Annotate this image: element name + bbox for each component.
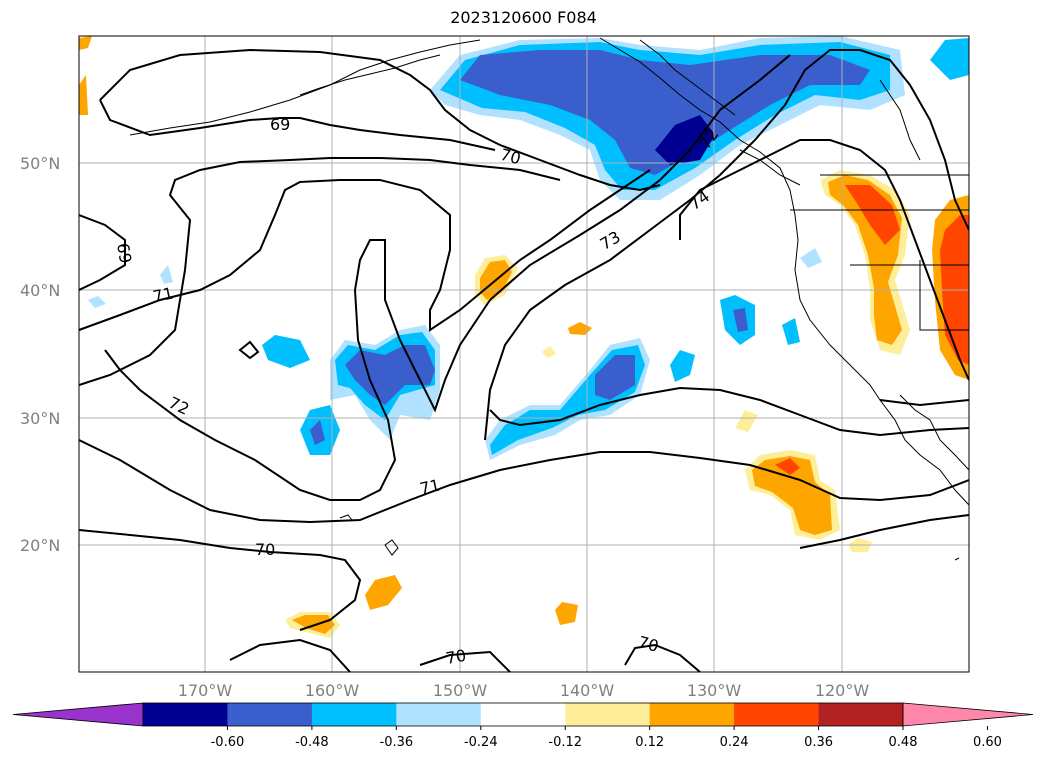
contour-label: 69 xyxy=(113,241,135,264)
colorbar-segment xyxy=(565,703,651,726)
colorbar-tick-label: 0.48 xyxy=(889,735,918,750)
colorbar-segment xyxy=(143,703,228,726)
contour-label: 71 xyxy=(418,476,442,499)
lon-label: 160°W xyxy=(305,681,360,700)
contours xyxy=(79,48,969,672)
colorbar-extend-max xyxy=(902,702,1034,727)
lon-label: 170°W xyxy=(178,681,233,700)
colorbar-segment xyxy=(311,703,397,726)
neg-region-dark-core xyxy=(655,115,715,165)
contour-71 xyxy=(79,169,651,332)
graticule xyxy=(79,36,969,672)
contour-72 xyxy=(104,54,791,501)
contour-label: 71 xyxy=(151,283,175,306)
lat-label: 20°N xyxy=(20,536,60,555)
map-title: 2023120600 F084 xyxy=(450,8,597,27)
colorbar-outline xyxy=(142,702,904,727)
colorbar-tick-label: -0.24 xyxy=(464,735,498,750)
colorbar: -0.60 -0.48 -0.36 -0.24 -0.12 0.12 0.24 0.36 0.4… xyxy=(12,702,1034,750)
contour-74 xyxy=(679,139,969,381)
contour-70 xyxy=(79,157,561,386)
contour-label: 70 xyxy=(444,646,467,668)
colorbar-tick-label: 0.36 xyxy=(804,735,833,750)
neg-region-gulf-alaska-strong xyxy=(460,50,870,175)
contour-73 xyxy=(484,49,969,441)
lat-label: 40°N xyxy=(20,281,60,300)
lon-label: 130°W xyxy=(687,681,742,700)
contour-70-south xyxy=(79,529,362,631)
colorbar-segment xyxy=(480,703,566,726)
lat-label: 50°N xyxy=(20,154,60,173)
lat-label: 30°N xyxy=(20,409,60,428)
contour-label: 70 xyxy=(636,632,661,656)
colorbar-tick-label: 0.24 xyxy=(720,735,749,750)
map-border xyxy=(78,35,970,673)
map-background xyxy=(79,36,969,672)
colorbar-tick-label: -0.12 xyxy=(548,735,582,750)
colorbar-tick-label: 0.12 xyxy=(635,735,664,750)
colorbar-segment xyxy=(227,703,313,726)
contour-69-north xyxy=(99,48,661,192)
latitude-labels: 50°N 40°N 30°N 20°N xyxy=(20,154,60,555)
lon-label: 150°W xyxy=(433,681,488,700)
colorbar-segment xyxy=(818,703,904,726)
colorbar-tick-label: -0.36 xyxy=(380,735,414,750)
colorbar-segment xyxy=(396,703,482,726)
lon-label: 140°W xyxy=(560,681,615,700)
colorbar-tick-label: 0.60 xyxy=(973,735,1002,750)
colorbar-extend-min xyxy=(12,702,144,727)
contour-label: 69 xyxy=(270,115,290,134)
longitude-labels: 170°W 160°W 150°W 140°W 130°W 120°W xyxy=(178,681,870,700)
colorbar-tick-label: -0.48 xyxy=(295,735,329,750)
contour-label: 70 xyxy=(255,540,275,559)
map-content: 69 69 70 70 70 70 71 71 72 72 73 74 xyxy=(79,36,969,672)
contour-label: 70 xyxy=(498,145,523,169)
lon-label: 120°W xyxy=(815,681,870,700)
contour-71-south xyxy=(79,439,969,524)
colorbar-segment xyxy=(649,703,735,726)
colorbar-segment xyxy=(734,703,820,726)
colorbar-tick-label: -0.60 xyxy=(211,735,245,750)
contour-69-west xyxy=(79,214,126,291)
